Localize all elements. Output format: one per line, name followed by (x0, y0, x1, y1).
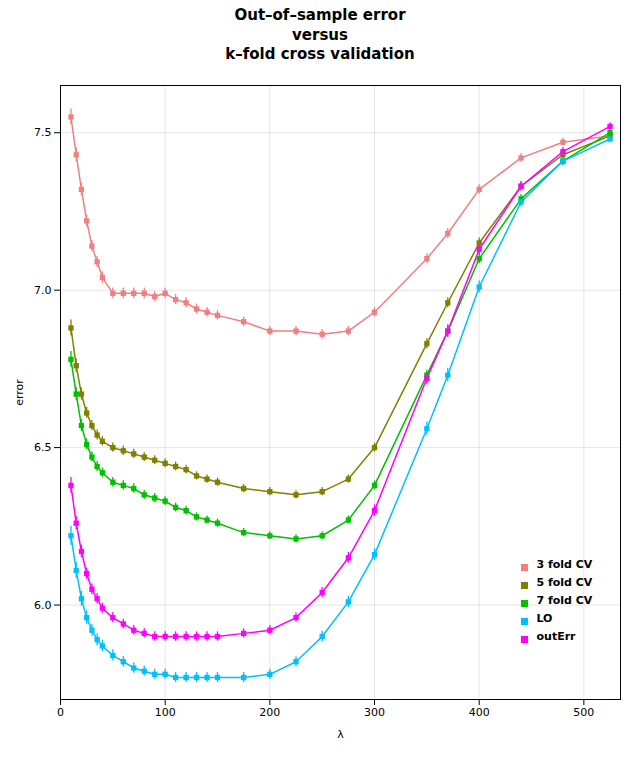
svg-text:3 fold CV: 3 fold CV (537, 557, 593, 570)
svg-text:100: 100 (155, 706, 176, 719)
svg-text:6.0: 6.0 (34, 598, 52, 611)
svg-text:300: 300 (364, 706, 385, 719)
svg-text:200: 200 (259, 706, 280, 719)
svg-text:6.5: 6.5 (34, 441, 52, 454)
svg-text:400: 400 (469, 706, 490, 719)
svg-text:7 fold CV: 7 fold CV (537, 593, 593, 606)
svg-text:error: error (13, 378, 26, 405)
svg-text:500: 500 (573, 706, 594, 719)
svg-text:7.0: 7.0 (34, 283, 52, 296)
svg-text:LO: LO (537, 611, 553, 624)
svg-text:λ: λ (337, 727, 344, 740)
html-text:Out–of–sample error versus k–f: Out–of–sample error versus k–fold cross … (225, 6, 415, 63)
svg-text:0: 0 (57, 706, 64, 719)
svg-text:7.5: 7.5 (34, 126, 52, 139)
svg-text:5 fold CV: 5 fold CV (537, 575, 593, 588)
svg-text:outErr: outErr (537, 629, 577, 642)
